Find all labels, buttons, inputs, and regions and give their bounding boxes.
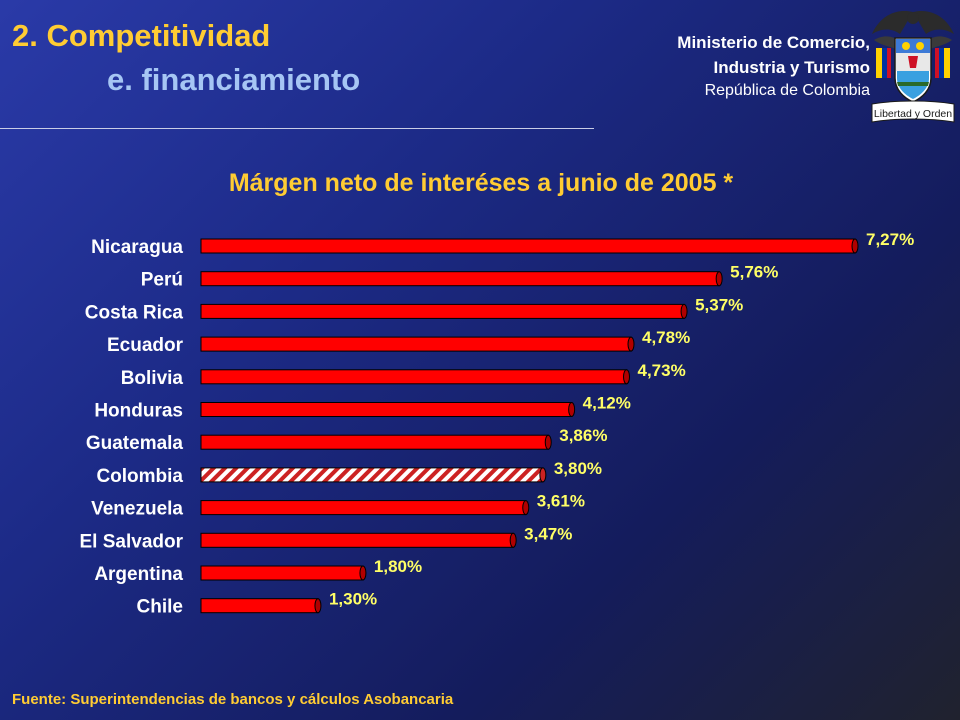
- category-label: El Salvador: [80, 531, 184, 552]
- category-label: Argentina: [94, 564, 183, 585]
- bar-end-cap: [539, 467, 547, 483]
- colombia-coat-of-arms-logo: Libertad y Orden: [871, 10, 955, 123]
- ministry-name-line1: Ministerio de Comercio,: [677, 33, 870, 52]
- value-label: 3,80%: [554, 459, 602, 478]
- bar-end-cap: [568, 402, 576, 417]
- bar-guatemala: [200, 434, 549, 450]
- value-label: 5,37%: [695, 295, 743, 314]
- bar-bolivia: [200, 369, 628, 385]
- bar-end-cap: [627, 336, 635, 352]
- category-label: Bolivia: [121, 368, 184, 389]
- category-label: Perú: [141, 270, 183, 291]
- chart-title: Márgen neto de interéses a junio de 2005…: [229, 169, 734, 197]
- source-note: Fuente: Superintendencias de bancos y cá…: [12, 691, 454, 708]
- bar-el-salvador: [200, 532, 514, 548]
- value-label: 4,12%: [583, 394, 631, 413]
- bar-chart: Márgen neto de interéses a junio de 2005…: [80, 169, 915, 618]
- slide-title: 2. Competitividad: [12, 18, 271, 53]
- value-label: 3,47%: [524, 524, 572, 543]
- bar-perú: [200, 271, 720, 287]
- value-label: 4,78%: [642, 328, 690, 347]
- bar-end-cap: [544, 434, 552, 450]
- bar-end-cap: [851, 238, 859, 254]
- category-label: Venezuela: [91, 499, 183, 520]
- value-label: 4,73%: [638, 361, 686, 380]
- bar-costa-rica: [200, 303, 685, 319]
- category-label: Nicaragua: [91, 237, 183, 258]
- country-name: República de Colombia: [704, 82, 870, 99]
- ministry-block: Ministerio de Comercio, Industria y Turi…: [677, 30, 870, 102]
- value-label: 1,30%: [329, 590, 377, 609]
- bar-end-cap: [715, 271, 723, 287]
- bar-argentina: [200, 565, 364, 581]
- bar-nicaragua: [200, 238, 856, 254]
- bar-end-cap: [314, 598, 322, 614]
- value-label: 1,80%: [374, 557, 422, 576]
- bar-end-cap: [680, 303, 688, 319]
- category-label: Ecuador: [107, 335, 184, 356]
- value-label: 7,27%: [866, 230, 914, 249]
- title-divider: [0, 128, 594, 129]
- slide-subtitle: e. financiamiento: [107, 62, 361, 97]
- bar-end-cap: [623, 369, 631, 385]
- category-label: Colombia: [96, 466, 183, 487]
- bar-ecuador: [200, 336, 632, 352]
- bar-end-cap: [509, 532, 517, 548]
- value-label: 3,86%: [559, 426, 607, 445]
- bar-venezuela: [200, 500, 527, 516]
- bar-end-cap: [522, 500, 530, 516]
- bar-end-cap: [359, 565, 367, 581]
- category-label: Guatemala: [86, 433, 184, 454]
- ministry-name-line2: Industria y Turismo: [713, 58, 871, 77]
- category-label: Honduras: [94, 401, 183, 422]
- category-label: Costa Rica: [85, 302, 184, 323]
- bar-honduras: [200, 402, 573, 417]
- bar-chile: [200, 598, 319, 614]
- value-label: 3,61%: [537, 492, 585, 511]
- motto-text: Libertad y Orden: [874, 108, 952, 120]
- category-label: Chile: [137, 597, 183, 618]
- value-label: 5,76%: [730, 263, 778, 282]
- bar-colombia: [200, 467, 544, 483]
